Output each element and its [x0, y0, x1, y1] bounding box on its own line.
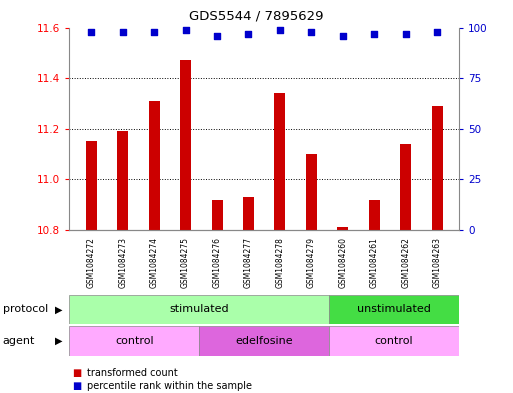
Text: GSM1084274: GSM1084274 — [150, 237, 159, 288]
Text: GSM1084275: GSM1084275 — [181, 237, 190, 288]
Bar — [117, 131, 128, 230]
Point — [182, 26, 190, 33]
Bar — [243, 197, 254, 230]
Bar — [149, 101, 160, 230]
Text: GSM1084272: GSM1084272 — [87, 237, 96, 288]
Text: protocol: protocol — [3, 305, 48, 314]
Text: ■: ■ — [72, 381, 81, 391]
Point — [307, 28, 315, 35]
Text: ■: ■ — [72, 367, 81, 378]
Point — [244, 30, 252, 37]
Text: GDS5544 / 7895629: GDS5544 / 7895629 — [189, 10, 324, 23]
Text: edelfosine: edelfosine — [235, 336, 293, 346]
Text: stimulated: stimulated — [169, 305, 229, 314]
Text: GSM1084261: GSM1084261 — [370, 237, 379, 288]
Point — [150, 28, 158, 35]
Point — [213, 33, 221, 39]
Bar — [329, 326, 459, 356]
Text: ▶: ▶ — [55, 305, 63, 314]
Point — [276, 26, 284, 33]
Point — [370, 30, 379, 37]
Point — [433, 28, 441, 35]
Text: agent: agent — [3, 336, 35, 346]
Bar — [180, 61, 191, 230]
Text: percentile rank within the sample: percentile rank within the sample — [87, 381, 252, 391]
Bar — [211, 200, 223, 230]
Point — [402, 30, 410, 37]
Text: transformed count: transformed count — [87, 367, 178, 378]
Point — [119, 28, 127, 35]
Text: ▶: ▶ — [55, 336, 63, 346]
Bar — [69, 326, 199, 356]
Bar — [69, 295, 329, 324]
Bar — [369, 200, 380, 230]
Bar — [431, 106, 443, 230]
Text: GSM1084262: GSM1084262 — [401, 237, 410, 288]
Text: GSM1084263: GSM1084263 — [432, 237, 442, 288]
Bar — [329, 295, 459, 324]
Bar — [274, 93, 285, 230]
Text: GSM1084278: GSM1084278 — [275, 237, 284, 288]
Bar — [199, 326, 329, 356]
Text: GSM1084260: GSM1084260 — [338, 237, 347, 288]
Text: unstimulated: unstimulated — [357, 305, 431, 314]
Bar — [338, 228, 348, 230]
Text: GSM1084277: GSM1084277 — [244, 237, 253, 288]
Text: GSM1084273: GSM1084273 — [118, 237, 127, 288]
Text: control: control — [375, 336, 413, 346]
Bar — [306, 154, 317, 230]
Bar — [86, 141, 97, 230]
Point — [87, 28, 95, 35]
Point — [339, 33, 347, 39]
Text: GSM1084279: GSM1084279 — [307, 237, 316, 288]
Bar — [400, 144, 411, 230]
Text: control: control — [115, 336, 153, 346]
Text: GSM1084276: GSM1084276 — [212, 237, 222, 288]
